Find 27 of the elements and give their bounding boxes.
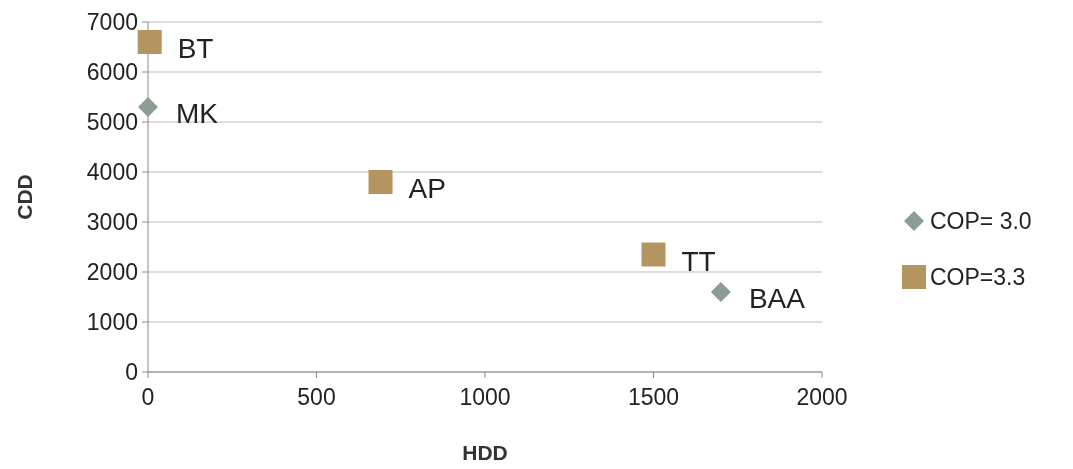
point bbox=[641, 242, 666, 267]
x-tick-label: 2000 bbox=[796, 384, 848, 410]
legend-label: COP= 3.0 bbox=[930, 208, 1032, 235]
y-tick-label: 1000 bbox=[86, 309, 138, 336]
y-tick-label: 7000 bbox=[86, 9, 138, 36]
x-tick-label: 500 bbox=[297, 384, 336, 410]
legend-label: COP=3.3 bbox=[930, 264, 1026, 291]
point bbox=[368, 170, 393, 194]
y-tick-label: 5000 bbox=[86, 109, 138, 136]
x-axis-title: HDD bbox=[462, 441, 508, 464]
y-tick-label: 3000 bbox=[86, 209, 138, 236]
x-tick-label: 1500 bbox=[627, 384, 680, 410]
point bbox=[710, 282, 731, 302]
point bbox=[138, 97, 158, 117]
annotation: MK bbox=[176, 98, 219, 129]
annotation: AP bbox=[408, 173, 446, 204]
annotation: BAA bbox=[748, 283, 806, 314]
y-tick-label: 0 bbox=[125, 359, 138, 386]
point bbox=[137, 30, 162, 54]
y-tick-label: 4000 bbox=[86, 159, 138, 186]
x-tick-label: 1000 bbox=[459, 384, 511, 410]
y-tick-label: 6000 bbox=[86, 59, 138, 86]
annotation: BT bbox=[177, 33, 214, 64]
x-tick-label: 0 bbox=[141, 384, 155, 410]
y-axis-title: CDD bbox=[13, 174, 36, 220]
y-tick-label: 2000 bbox=[86, 259, 138, 286]
annotation: TT bbox=[681, 245, 716, 277]
